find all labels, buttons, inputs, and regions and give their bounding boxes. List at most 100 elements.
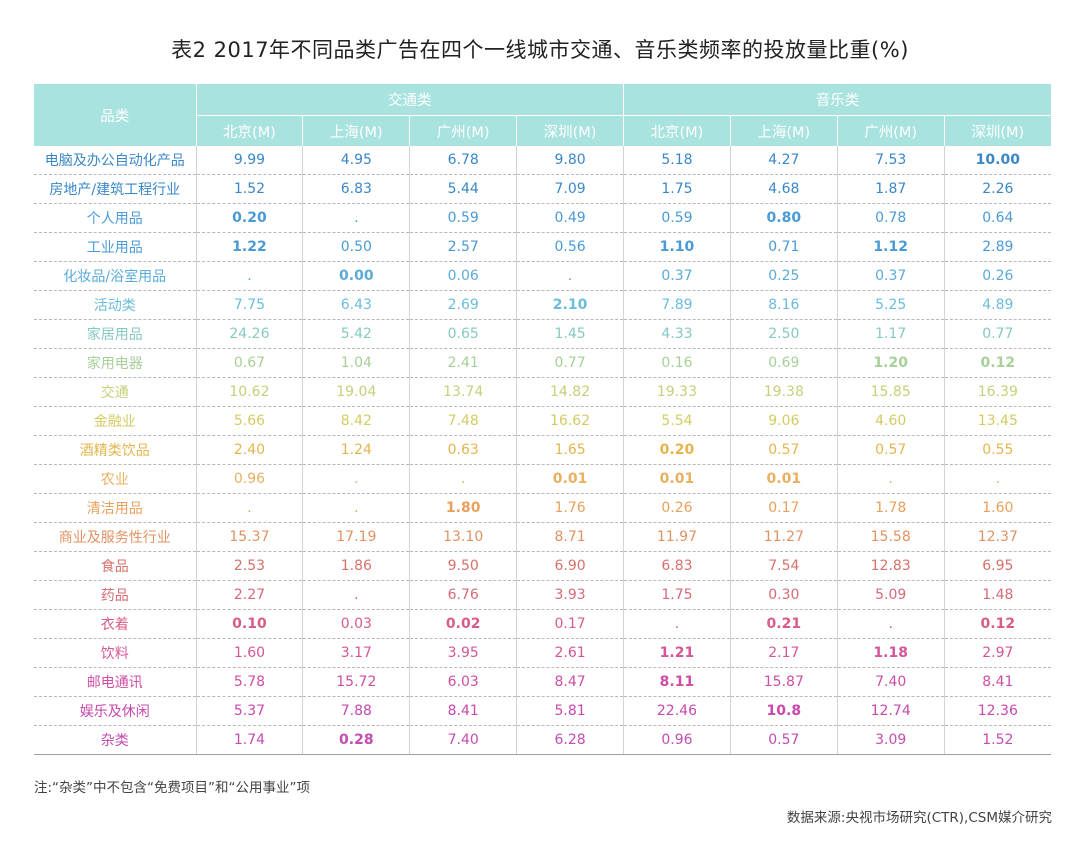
value-cell: 0.20 bbox=[623, 435, 731, 465]
value-cell: 6.43 bbox=[302, 290, 411, 320]
value-cell: 0.96 bbox=[623, 725, 731, 755]
category-cell: 药品 bbox=[34, 580, 197, 610]
value-cell: 6.83 bbox=[623, 551, 731, 581]
value-cell: 0.57 bbox=[837, 435, 945, 465]
value-cell: 0.12 bbox=[944, 609, 1051, 639]
value-cell: 0.50 bbox=[302, 232, 411, 262]
table-row: 活动类 7.75 6.43 2.69 2.10 7.89 8.16 5.25 4.89 bbox=[34, 290, 1051, 320]
value-cell: 2.27 bbox=[196, 580, 304, 610]
value-cell: 1.45 bbox=[516, 319, 624, 349]
table-row: 杂类 1.74 0.28 7.40 6.28 0.96 0.57 3.09 1.52 bbox=[34, 725, 1051, 755]
value-cell: 1.17 bbox=[837, 319, 945, 349]
value-cell: 4.60 bbox=[837, 406, 945, 436]
value-cell: 1.22 bbox=[196, 232, 304, 262]
value-cell: 1.48 bbox=[944, 580, 1051, 610]
value-cell: . bbox=[302, 203, 411, 233]
category-cell: 化妆品/浴室用品 bbox=[34, 261, 197, 291]
value-cell: 1.04 bbox=[302, 348, 411, 378]
value-cell: 2.53 bbox=[196, 551, 304, 581]
value-cell: 13.10 bbox=[409, 522, 518, 552]
table-row: 衣着 0.10 0.03 0.02 0.17. 0.21. 0.12 bbox=[34, 609, 1051, 639]
value-cell: . bbox=[623, 609, 731, 639]
value-cell: 1.12 bbox=[837, 232, 945, 262]
value-cell: 0.63 bbox=[409, 435, 518, 465]
value-cell: 2.41 bbox=[409, 348, 518, 378]
value-cell: 2.61 bbox=[516, 638, 624, 668]
value-cell: . bbox=[196, 493, 304, 523]
value-cell: 17.19 bbox=[302, 522, 411, 552]
value-cell: 5.25 bbox=[837, 290, 945, 320]
value-cell: 9.50 bbox=[409, 551, 518, 581]
value-cell: 4.89 bbox=[944, 290, 1051, 320]
category-cell: 杂类 bbox=[34, 725, 197, 755]
value-cell: 15.87 bbox=[730, 667, 838, 697]
value-cell: 0.65 bbox=[409, 319, 518, 349]
value-cell: 1.86 bbox=[302, 551, 411, 581]
value-cell: 7.48 bbox=[409, 406, 518, 436]
value-cell: 15.72 bbox=[302, 667, 411, 697]
value-cell: 2.89 bbox=[944, 232, 1051, 262]
value-cell: 2.10 bbox=[516, 290, 624, 320]
value-cell: 14.82 bbox=[516, 377, 624, 407]
value-cell: 1.80 bbox=[409, 493, 518, 523]
category-cell: 金融业 bbox=[34, 406, 197, 436]
value-cell: 0.49 bbox=[516, 203, 624, 233]
category-cell: 交通 bbox=[34, 377, 197, 407]
value-cell: 1.75 bbox=[623, 174, 731, 204]
value-cell: 0.78 bbox=[837, 203, 945, 233]
value-cell: 19.33 bbox=[623, 377, 731, 407]
source-note: 数据来源:央视市场研究(CTR),CSM媒介研究 bbox=[786, 810, 1052, 826]
value-cell: 12.74 bbox=[837, 696, 945, 726]
value-cell: 19.04 bbox=[302, 377, 411, 407]
value-cell: 1.24 bbox=[302, 435, 411, 465]
value-cell: 0.00 bbox=[302, 261, 411, 291]
value-cell: 6.03 bbox=[409, 667, 518, 697]
category-cell: 活动类 bbox=[34, 290, 197, 320]
value-cell: 15.58 bbox=[837, 522, 945, 552]
value-cell: 0.21 bbox=[730, 609, 838, 639]
value-cell: . bbox=[302, 493, 411, 523]
table-body: 电脑及办公自动化产品 9.99 4.95 6.78 9.80 5.18 4.27 7.53 10… bbox=[34, 146, 1051, 755]
value-cell: 0.55 bbox=[944, 435, 1051, 465]
value-cell: 1.60 bbox=[196, 638, 304, 668]
category-cell: 酒精类饮品 bbox=[34, 435, 197, 465]
value-cell: 19.38 bbox=[730, 377, 838, 407]
category-cell: 电脑及办公自动化产品 bbox=[34, 146, 197, 175]
value-cell: 6.95 bbox=[944, 551, 1051, 581]
value-cell: 8.16 bbox=[730, 290, 838, 320]
value-cell: 1.87 bbox=[837, 174, 945, 204]
value-cell: 0.12 bbox=[944, 348, 1051, 378]
value-cell: 6.78 bbox=[409, 146, 518, 175]
value-cell: 10.8 bbox=[730, 696, 838, 726]
value-cell: 2.40 bbox=[196, 435, 304, 465]
value-cell: 2.26 bbox=[944, 174, 1051, 204]
value-cell: 7.75 bbox=[196, 290, 304, 320]
category-cell: 农业 bbox=[34, 464, 197, 494]
value-cell: 7.40 bbox=[837, 667, 945, 697]
value-cell: 0.56 bbox=[516, 232, 624, 262]
column-header: 广州(M) bbox=[837, 115, 945, 146]
value-cell: 15.85 bbox=[837, 377, 945, 407]
value-cell: . bbox=[837, 609, 945, 639]
group-header-music: 音乐类 bbox=[623, 84, 1051, 116]
value-cell: 7.54 bbox=[730, 551, 838, 581]
column-header: 深圳(M) bbox=[944, 115, 1051, 146]
value-cell: 0.59 bbox=[623, 203, 731, 233]
data-table: 品类 交通类 音乐类 北京(M) 上海(M) 广州(M) 深圳(M) 北京(M)… bbox=[34, 84, 1051, 755]
value-cell: 12.36 bbox=[944, 696, 1051, 726]
value-cell: 0.01 bbox=[730, 464, 838, 494]
column-header: 北京(M) bbox=[623, 115, 731, 146]
value-cell: 0.10 bbox=[196, 609, 304, 639]
value-cell: 3.17 bbox=[302, 638, 411, 668]
value-cell: 10.00 bbox=[944, 146, 1051, 175]
value-cell: 1.74 bbox=[196, 725, 304, 755]
value-cell: 5.66 bbox=[196, 406, 304, 436]
value-cell: 7.88 bbox=[302, 696, 411, 726]
value-cell: 9.99 bbox=[196, 146, 304, 175]
value-cell: 0.20 bbox=[196, 203, 304, 233]
value-cell: 2.57 bbox=[409, 232, 518, 262]
value-cell: 5.78 bbox=[196, 667, 304, 697]
value-cell: 2.97 bbox=[944, 638, 1051, 668]
value-cell: . bbox=[302, 580, 411, 610]
value-cell: 1.20 bbox=[837, 348, 945, 378]
